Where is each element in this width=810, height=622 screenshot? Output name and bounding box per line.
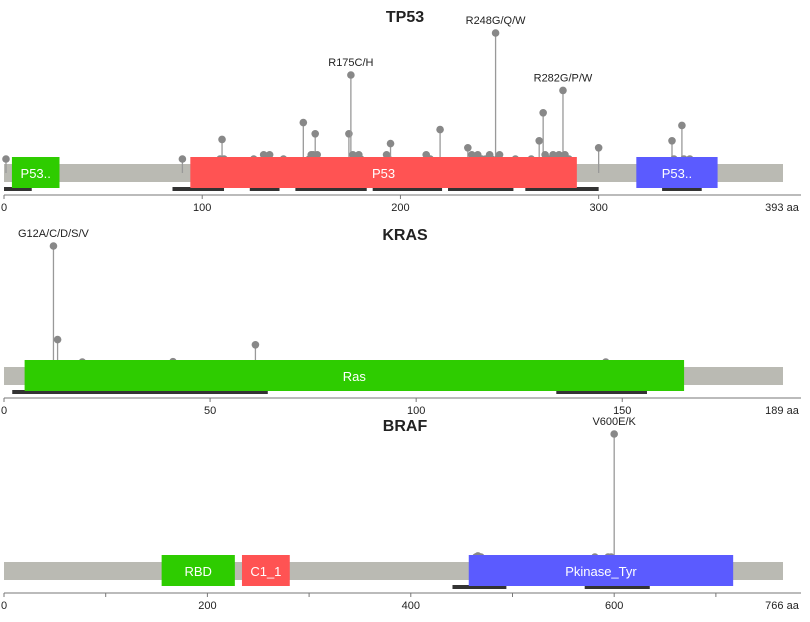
mutation-head [345, 130, 353, 138]
mutation-head [265, 151, 274, 159]
mutation-label: R248G/Q/W [466, 15, 527, 27]
mutation-head [491, 29, 500, 37]
domain-label: C1_1 [250, 564, 281, 579]
tick-label: 400 [402, 600, 420, 612]
region-bar [584, 585, 650, 589]
region-bar [525, 187, 599, 191]
tick-label: 200 [391, 202, 409, 214]
region-bar [452, 585, 507, 589]
domain-box [468, 555, 734, 586]
domain-label: P53 [372, 166, 395, 181]
domain-label: Ras [343, 369, 367, 384]
mutation-head [559, 86, 567, 95]
tick-label: 200 [198, 600, 216, 612]
domain-box [24, 360, 685, 391]
mutation-head [53, 335, 62, 344]
tick-label: 100 [193, 202, 211, 214]
region-bar [662, 187, 702, 191]
gene-title: BRAF [383, 418, 428, 435]
tick-label: 0 [1, 405, 7, 417]
mutation-head [436, 125, 444, 134]
mutation-head [464, 144, 472, 152]
tick-label: 150 [613, 405, 631, 417]
mutation-label: V600E/K [592, 416, 636, 428]
domain-label: P53.. [662, 166, 692, 181]
domain-label: Pkinase_Tyr [565, 564, 637, 579]
region-bar [249, 187, 280, 191]
region-bar [172, 187, 225, 191]
gene-title: TP53 [386, 9, 424, 26]
mutation-head [2, 155, 10, 163]
tick-label: 100 [407, 405, 425, 417]
tick-label: 300 [589, 202, 607, 214]
mutation-head [539, 109, 547, 117]
length-label: 189 aa [765, 405, 800, 417]
domain-box [11, 157, 60, 188]
region-bar [12, 390, 268, 394]
mutation-label: R282G/P/W [534, 72, 593, 84]
tick-label: 600 [605, 600, 623, 612]
mutation-head [495, 151, 504, 159]
domain-label: RBD [185, 564, 212, 579]
mutation-head [311, 130, 320, 138]
domain-box [190, 157, 577, 188]
mutation-head [313, 151, 321, 159]
mutation-head [178, 155, 187, 163]
domain-box [241, 555, 290, 586]
mutation-label: G12A/C/D/S/V [18, 228, 90, 240]
mutation-head [668, 137, 676, 145]
mutation-head [610, 430, 618, 438]
mutation-head [555, 151, 563, 159]
mutation-head [594, 144, 603, 152]
mutation-head [678, 121, 686, 130]
region-bar [4, 187, 32, 191]
region-bar [372, 187, 443, 191]
gene-title: KRAS [382, 227, 428, 244]
mutation-head [347, 71, 355, 79]
region-bar [556, 390, 647, 394]
region-bar [448, 187, 514, 191]
tick-label: 50 [204, 405, 216, 417]
length-label: 393 aa [765, 202, 800, 214]
mutation-label: R175C/H [328, 57, 373, 69]
mutation-head [218, 135, 226, 144]
mutation-head [299, 118, 308, 127]
length-label: 766 aa [765, 600, 800, 612]
region-bar [295, 187, 367, 191]
mutation-head [251, 341, 260, 349]
mutation-head [386, 139, 395, 148]
domain-box [636, 157, 718, 188]
mutation-head [49, 242, 58, 250]
tick-label: 0 [1, 600, 7, 612]
domain-label: P53.. [21, 166, 51, 181]
tick-label: 0 [1, 202, 7, 214]
domain-box [161, 555, 235, 586]
mutation-head [535, 137, 543, 145]
